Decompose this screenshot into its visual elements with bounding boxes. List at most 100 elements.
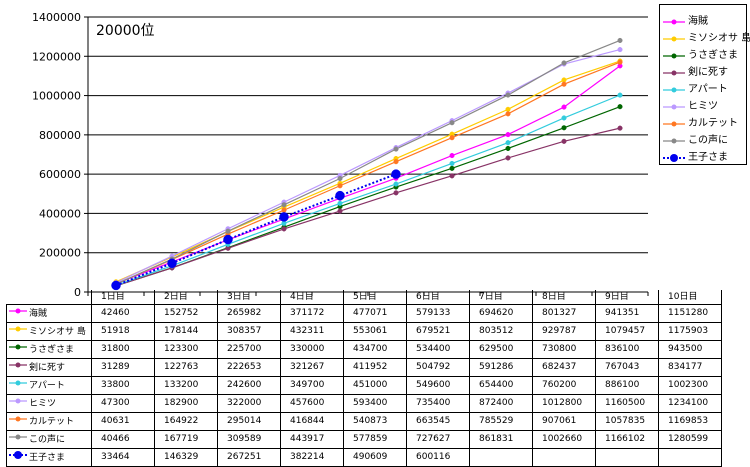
table-row: この声に 40466 167719 309589 443917 577859 727627 8… — [6, 430, 722, 449]
y-tick-label: 400000 — [39, 207, 81, 220]
value-cell — [658, 448, 722, 467]
series-marker-icon — [9, 306, 27, 322]
y-tick-label: 1400000 — [32, 11, 81, 24]
value-cell: 31800 — [91, 340, 155, 359]
legend-label: この声に — [688, 135, 728, 146]
line-chart: 0 200000 400000 600000 800000 1000000 1200000 1… — [32, 11, 649, 299]
data-point — [505, 106, 511, 112]
data-point — [337, 183, 343, 189]
gridlines — [88, 16, 648, 254]
value-cell: 222653 — [217, 358, 281, 377]
data-point — [337, 200, 343, 206]
value-cell: 225700 — [217, 340, 281, 359]
value-cell: 760200 — [532, 376, 596, 395]
value-cell: 834177 — [658, 358, 722, 377]
legend-marker-icon — [663, 132, 685, 151]
series-name-label: 海賊 — [29, 309, 48, 319]
value-cell: 295014 — [217, 412, 281, 431]
data-point — [561, 115, 567, 121]
value-cell: 943500 — [658, 340, 722, 359]
data-point — [337, 175, 343, 182]
y-tick-label: 800000 — [39, 129, 81, 142]
series-name-label: カルテット — [29, 417, 75, 427]
series-name-cell: ヒミツ — [6, 394, 92, 413]
y-tick-label: 1000000 — [32, 90, 81, 103]
value-cell: 152752 — [154, 304, 218, 323]
series-line — [115, 65, 621, 285]
value-cell: 1151280 — [658, 304, 722, 323]
value-cell: 242600 — [217, 376, 281, 395]
value-cell: 1280599 — [658, 430, 722, 449]
value-cell: 767043 — [595, 358, 659, 377]
value-cell: 941351 — [595, 304, 659, 323]
value-cell: 1057835 — [595, 412, 659, 431]
value-cell: 540873 — [343, 412, 407, 431]
value-cell: 1166102 — [595, 430, 659, 449]
series-line — [115, 60, 621, 283]
value-cell: 1234100 — [658, 394, 722, 413]
value-cell: 123300 — [154, 340, 218, 359]
legend-marker-icon — [663, 47, 685, 66]
series-markers — [111, 37, 623, 291]
series-marker-icon — [9, 396, 27, 412]
value-cell: 182900 — [154, 394, 218, 413]
legend-marker-icon — [663, 98, 685, 117]
series-marker-icon — [9, 360, 27, 376]
value-cell: 330000 — [280, 340, 344, 359]
y-tick-label: 600000 — [39, 168, 81, 181]
series-name-cell: カルテット — [6, 412, 92, 431]
data-point — [505, 140, 511, 146]
data-point — [505, 92, 511, 98]
value-cell: 457600 — [280, 394, 344, 413]
legend-label: うさぎさま — [688, 50, 738, 61]
data-point — [225, 228, 231, 234]
series-name-label: 王子さま — [29, 453, 66, 463]
data-point — [617, 59, 623, 65]
series-name-cell: 王子さま — [6, 448, 92, 467]
series-line — [115, 61, 621, 285]
value-cell: 42460 — [91, 304, 155, 323]
value-cell: 133200 — [154, 376, 218, 395]
legend-item: この声に — [660, 130, 746, 146]
chart-annotation: 20000位 — [96, 23, 155, 39]
legend-item: カルテット — [660, 113, 746, 129]
data-point — [617, 92, 623, 98]
value-cell: 1169853 — [658, 412, 722, 431]
data-point — [337, 208, 343, 214]
x-tick-label: 9日目 — [595, 290, 659, 305]
data-point — [449, 120, 455, 126]
series-name-cell: アパート — [6, 376, 92, 395]
value-cell: 801327 — [532, 304, 596, 323]
value-cell: 682437 — [532, 358, 596, 377]
value-cell: 1002300 — [658, 376, 722, 395]
value-cell: 577859 — [343, 430, 407, 449]
x-tick-label: 10日目 — [658, 290, 722, 305]
value-cell: 654400 — [469, 376, 533, 395]
series-name-label: この声に — [29, 435, 66, 445]
value-cell: 321267 — [280, 358, 344, 377]
value-cell: 322000 — [217, 394, 281, 413]
data-point — [617, 104, 623, 110]
value-cell: 929787 — [532, 322, 596, 341]
legend-label: アパート — [688, 84, 728, 95]
value-cell: 40466 — [91, 430, 155, 449]
data-point — [281, 202, 287, 208]
y-tick-label: 0 — [74, 286, 81, 299]
data-point — [281, 226, 287, 232]
chart-legend: 海賊 ミソシオサ 島うさぎさま 剣に死す アパート ヒミツ カルテット この声に 王子さま — [659, 4, 750, 165]
table-header-row: 1日目 2日目 3日目 4日目 5日目 6日目 7日目 8日目 9日目 10日目 — [7, 290, 722, 305]
legend-marker-icon — [663, 30, 685, 49]
series-name-label: ミソシオサ 島 — [29, 327, 86, 337]
value-cell: 33800 — [91, 376, 155, 395]
legend-item: うさぎさま — [660, 45, 746, 61]
value-cell: 591286 — [469, 358, 533, 377]
data-point — [223, 234, 233, 245]
value-cell: 443917 — [280, 430, 344, 449]
value-cell: 1012800 — [532, 394, 596, 413]
data-point — [449, 135, 455, 141]
value-cell: 432311 — [280, 322, 344, 341]
value-cell: 629500 — [469, 340, 533, 359]
value-cell: 490609 — [343, 448, 407, 467]
x-tick-label: 4日目 — [280, 290, 344, 305]
value-cell: 727627 — [406, 430, 470, 449]
